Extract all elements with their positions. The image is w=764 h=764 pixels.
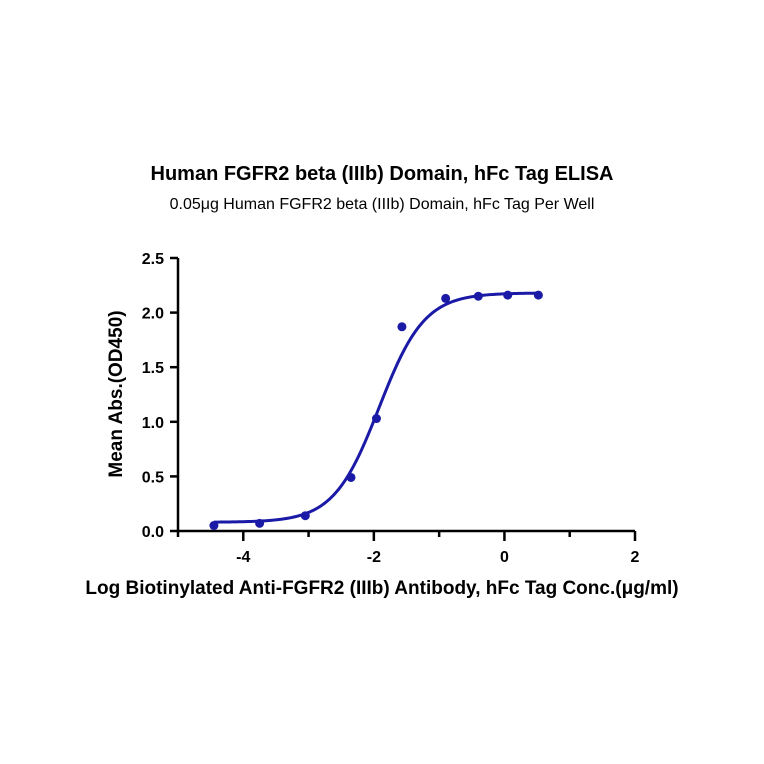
x-tick-label: 2 bbox=[631, 549, 640, 566]
chart-subtitle: 0.05μg Human FGFR2 beta (IIIb) Domain, h… bbox=[169, 196, 595, 213]
x-tick-label: 0 bbox=[500, 549, 509, 566]
data-point bbox=[533, 290, 543, 300]
data-point bbox=[255, 518, 265, 528]
y-tick-label: 1.5 bbox=[142, 360, 164, 377]
fit-curve-line bbox=[213, 291, 539, 524]
y-tick-label: 0.5 bbox=[142, 469, 164, 486]
data-point bbox=[371, 414, 381, 424]
data-point bbox=[346, 472, 356, 482]
x-tick-label: -4 bbox=[236, 549, 250, 566]
y-tick-label: 2.5 bbox=[142, 251, 164, 268]
x-axis-label: Log Biotinylated Anti-FGFR2 (IIIb) Antib… bbox=[85, 578, 679, 599]
data-point bbox=[473, 291, 483, 301]
y-tick-label: 1.0 bbox=[142, 415, 164, 432]
y-tick-label: 2.0 bbox=[142, 306, 164, 323]
y-tick-label: 0.0 bbox=[142, 524, 164, 541]
data-point bbox=[397, 322, 407, 332]
data-point bbox=[300, 511, 310, 521]
x-tick-label: -2 bbox=[367, 549, 381, 566]
data-point bbox=[209, 521, 219, 531]
data-point bbox=[503, 290, 513, 300]
data-point bbox=[441, 293, 451, 303]
chart-title: Human FGFR2 beta (IIIb) Domain, hFc Tag … bbox=[150, 163, 614, 185]
